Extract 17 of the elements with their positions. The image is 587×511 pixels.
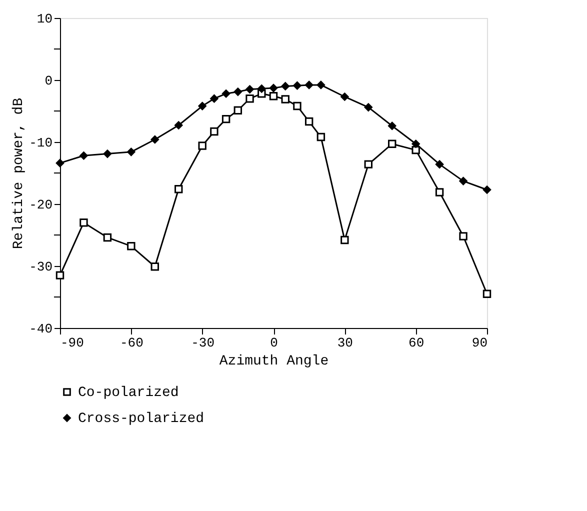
y-tick-label: -40 [29, 322, 52, 336]
y-tick-label: 0 [44, 74, 52, 88]
x-tick-label: 30 [337, 336, 353, 350]
x-tick-label: -30 [191, 336, 215, 350]
x-tick-label: 60 [408, 336, 424, 350]
x-tick-label: 90 [472, 336, 488, 350]
legend-label: Co-polarized [78, 385, 179, 401]
y-tick-label: -10 [29, 136, 52, 150]
x-tick-label: 0 [270, 336, 278, 350]
x-axis-title: Azimuth Angle [219, 354, 329, 370]
y-tick-label: -20 [29, 198, 52, 212]
y-tick-label: 10 [36, 12, 52, 26]
legend-label: Cross-polarized [78, 411, 204, 427]
y-tick-label: -30 [29, 260, 52, 274]
x-tick-label: -90 [60, 336, 84, 350]
x-tick-label: -60 [120, 336, 144, 350]
y-axis-title: Relative power, dB [11, 98, 28, 250]
